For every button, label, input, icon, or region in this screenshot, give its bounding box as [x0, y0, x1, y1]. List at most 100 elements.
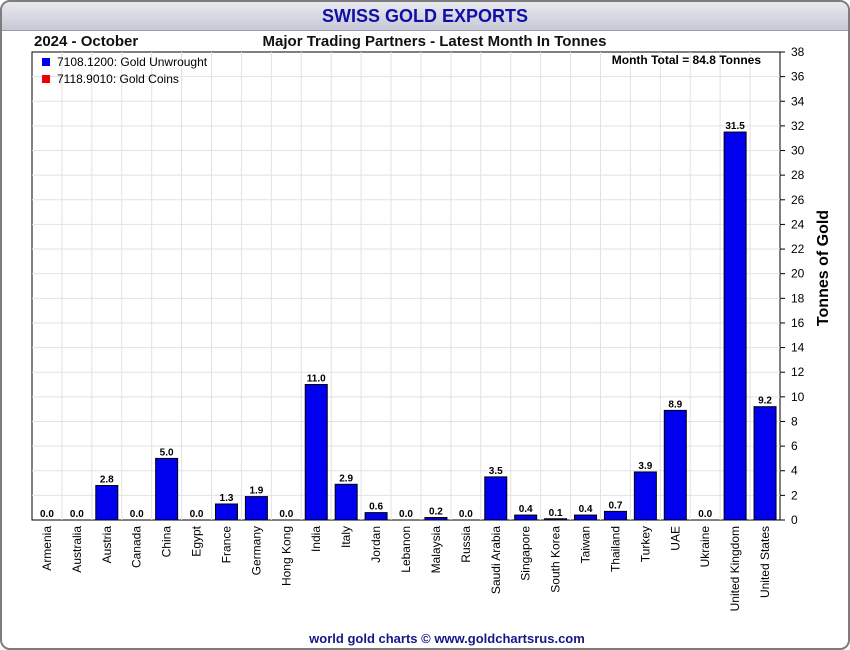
- y-tick-label: 2: [791, 488, 798, 502]
- footer-credit: world gold charts © www.goldchartsrus.co…: [309, 631, 585, 646]
- data-label: 0.0: [698, 509, 712, 520]
- legend: 7108.1200: Gold Unwrought 7118.9010: Gol…: [42, 55, 208, 86]
- x-category-label: United Kingdom: [728, 526, 742, 611]
- legend-swatch-gold-unwrought: [42, 58, 50, 66]
- x-category-label: Egypt: [190, 525, 204, 556]
- bar-united-kingdom: [723, 131, 747, 521]
- data-label: 0.2: [429, 507, 443, 518]
- data-label: 11.0: [307, 374, 326, 385]
- y-tick-label: 8: [791, 414, 798, 428]
- x-category-label: Turkey: [638, 526, 652, 562]
- y-tick-label: 24: [791, 217, 805, 231]
- legend-label-gold-coins: 7118.9010: Gold Coins: [57, 72, 179, 86]
- x-category-label: UAE: [668, 526, 682, 551]
- data-label: 2.9: [339, 473, 353, 484]
- y-tick-label: 14: [791, 341, 805, 355]
- bar-france: [214, 503, 238, 521]
- y-tick-label: 0: [791, 513, 798, 527]
- y-tick-label: 4: [791, 464, 798, 478]
- x-category-label: Canada: [130, 526, 144, 568]
- y-tick-label: 36: [791, 70, 805, 84]
- data-label: 31.5: [725, 121, 745, 132]
- bar-turkey: [633, 471, 657, 521]
- bar-italy: [334, 483, 358, 521]
- title-bar: SWISS GOLD EXPORTS: [2, 2, 848, 31]
- chart-subtitle: Major Trading Partners - Latest Month In…: [262, 33, 607, 50]
- data-label: 0.0: [70, 509, 84, 520]
- bar-malaysia: [424, 517, 448, 521]
- data-label: 1.9: [249, 486, 263, 497]
- data-label: 0.7: [608, 500, 622, 511]
- data-label: 3.5: [489, 466, 503, 477]
- x-category-label: Lebanon: [399, 526, 413, 573]
- bar-south-korea: [544, 518, 568, 521]
- x-category-label: South Korea: [549, 526, 563, 593]
- x-category-label: Ukraine: [698, 526, 712, 568]
- bar-singapore: [514, 514, 538, 521]
- data-label: 0.1: [549, 508, 563, 519]
- data-label: 0.0: [190, 509, 204, 520]
- bar-austria: [95, 485, 119, 521]
- bar-china: [155, 457, 179, 521]
- bar-india: [304, 384, 328, 521]
- x-category-label: India: [309, 526, 323, 552]
- bar-germany: [244, 496, 268, 521]
- y-tick-label: 12: [791, 365, 805, 379]
- y-tick-label: 28: [791, 168, 805, 182]
- month-total-annotation: Month Total = 84.8 Tonnes: [612, 53, 762, 67]
- period-label: 2024 - October: [34, 33, 139, 50]
- data-label: 0.0: [459, 509, 473, 520]
- legend-swatch-gold-coins: [42, 75, 50, 83]
- bar-taiwan: [574, 514, 598, 521]
- data-label: 0.4: [519, 504, 533, 515]
- x-category-label: Singapore: [519, 526, 533, 581]
- bar-thailand: [603, 510, 627, 521]
- y-axis-title: Tonnes of Gold: [815, 210, 832, 326]
- plot-area: [31, 51, 781, 521]
- x-category-label: China: [160, 526, 174, 558]
- data-label: 0.6: [369, 502, 383, 513]
- y-tick-label: 22: [791, 242, 805, 256]
- x-category-label: Italy: [339, 526, 353, 548]
- x-category-label: Germany: [249, 526, 263, 575]
- y-tick-label: 20: [791, 267, 805, 281]
- data-label: 1.3: [220, 493, 234, 504]
- data-label: 8.9: [668, 399, 682, 410]
- bars: [95, 131, 777, 521]
- x-category-label: Thailand: [608, 526, 622, 572]
- x-axis: Armenia Australia Austria Canada China Egypt F…: [40, 525, 772, 611]
- bar-jordan: [364, 512, 388, 521]
- x-category-label: Austria: [100, 526, 114, 564]
- x-category-label: United States: [758, 526, 772, 598]
- x-category-label: Hong Kong: [279, 526, 293, 586]
- bar-united-states: [753, 406, 777, 521]
- y-tick-label: 26: [791, 193, 805, 207]
- data-label: 9.2: [758, 396, 772, 407]
- data-label: 0.0: [130, 509, 144, 520]
- data-label: 5.0: [160, 447, 174, 458]
- data-label: 2.8: [100, 475, 114, 486]
- x-category-label: France: [219, 526, 233, 564]
- y-tick-label: 34: [791, 94, 805, 108]
- y-tick-label: 18: [791, 291, 805, 305]
- x-category-label: Malaysia: [429, 526, 443, 574]
- bar-saudi-arabia: [484, 476, 508, 521]
- y-tick-label: 30: [791, 144, 805, 158]
- x-category-label: Jordan: [369, 526, 383, 563]
- x-category-label: Australia: [70, 526, 84, 573]
- chart-title: SWISS GOLD EXPORTS: [321, 6, 529, 26]
- y-tick-label: 38: [791, 45, 805, 59]
- y-tick-label: 10: [791, 390, 805, 404]
- y-tick-label: 16: [791, 316, 805, 330]
- data-label: 3.9: [638, 461, 652, 472]
- data-label: 0.0: [40, 509, 54, 520]
- data-labels: 0.0 0.0 2.8 0.0 5.0 0.0 1.3 1.9 0.0 11.0 2.9 0.6 0.0…: [40, 121, 772, 520]
- y-tick-label: 32: [791, 119, 805, 133]
- bar-uae: [663, 409, 687, 521]
- legend-label-gold-unwrought: 7108.1200: Gold Unwrought: [57, 55, 208, 69]
- y-tick-label: 6: [791, 439, 798, 453]
- x-category-label: Taiwan: [579, 526, 593, 563]
- x-category-label: Armenia: [40, 526, 54, 571]
